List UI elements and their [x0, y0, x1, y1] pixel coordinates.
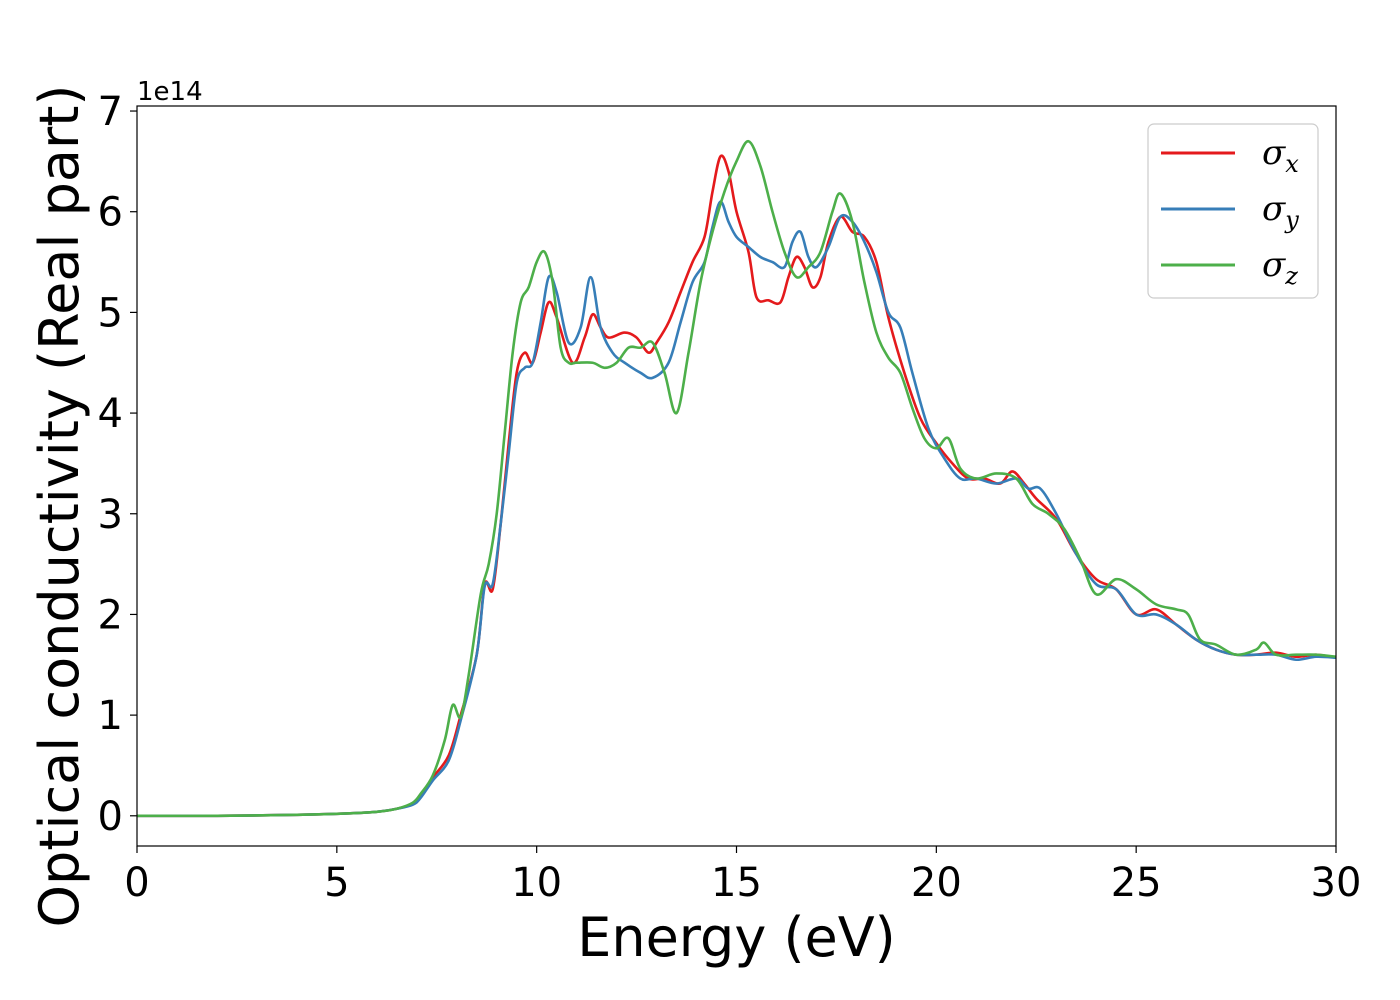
x-tick-label: 0	[124, 860, 149, 906]
series-line-z	[137, 139, 1336, 818]
y-tick-label: 0	[98, 794, 123, 840]
x-tick-label: 10	[511, 860, 562, 906]
y-tick-label: 1	[98, 693, 123, 739]
y-tick-label: 7	[98, 89, 123, 135]
y-axis-ticks: 0 1 2 3 4 5 6 7	[98, 89, 137, 840]
x-tick-label: 15	[711, 860, 762, 906]
legend-label-z: σz	[1262, 245, 1298, 290]
x-tick-label: 25	[1111, 860, 1162, 906]
x-tick-label: 30	[1311, 860, 1362, 906]
legend: σx σy σz	[1147, 123, 1319, 299]
y-axis-label: Optical conductivity (Real part)	[28, 85, 91, 928]
x-tick-label: 20	[911, 860, 962, 906]
x-tick-label: 5	[324, 860, 349, 906]
legend-label-x: σx	[1262, 133, 1299, 178]
legend-label-y: σy	[1262, 189, 1299, 234]
y-tick-label: 4	[98, 391, 123, 437]
y-tick-label: 5	[98, 290, 123, 336]
x-axis-ticks: 0 5 10 15 20 25 30	[124, 846, 1361, 906]
legend-box	[1147, 123, 1319, 299]
x-axis-label: Energy (eV)	[577, 906, 896, 969]
y-tick-label: 6	[98, 190, 123, 236]
y-tick-label: 2	[98, 592, 123, 638]
y-tick-label: 3	[98, 492, 123, 538]
y-offset-text: 1e14	[137, 77, 203, 107]
series-layer	[137, 139, 1336, 818]
